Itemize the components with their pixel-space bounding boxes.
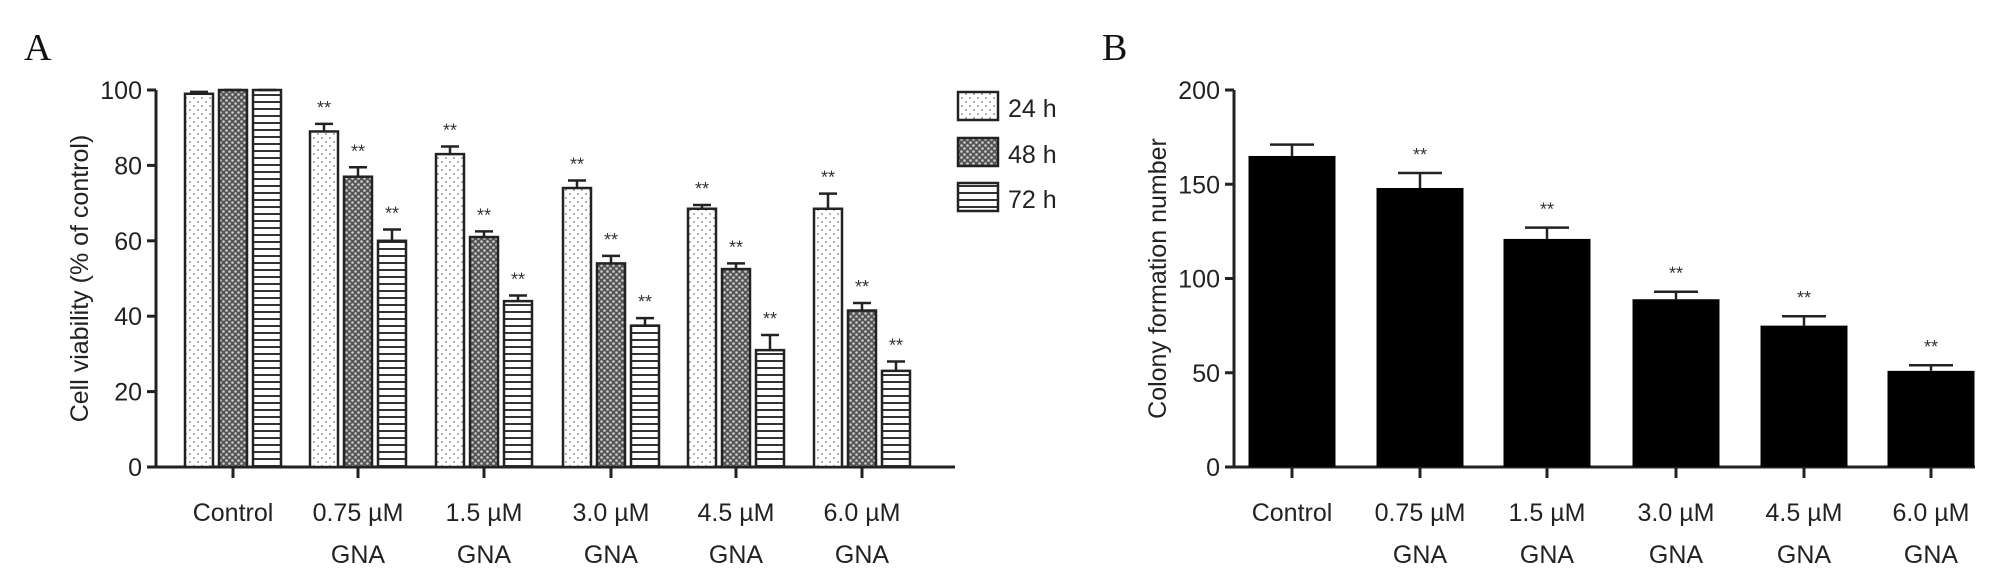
x-tick-label: 4.5 µM xyxy=(698,499,775,527)
x-tick-label: 0.75 µM xyxy=(1375,499,1466,527)
legend-label: 72 h xyxy=(1008,186,1057,214)
legend-label: 24 h xyxy=(1008,95,1057,123)
significance-marker: ** xyxy=(695,179,709,199)
bar xyxy=(561,186,593,469)
x-tick-label: Control xyxy=(193,499,274,527)
y-tick-label: 100 xyxy=(1178,266,1220,294)
significance-marker: ** xyxy=(855,277,869,297)
significance-marker: ** xyxy=(1540,200,1554,220)
chart-a: 0 20 40 60 80 100 Control 0.75 µM GNA 1.5 µM GNA 3.… xyxy=(66,77,1057,569)
panel-label-b: B xyxy=(1102,27,1127,69)
y-tick-label: 40 xyxy=(114,303,142,331)
chart-b: 0 50 100 150 200 Control 0.75 µM GNA 1.5 µM GNA 3.… xyxy=(1144,77,1975,569)
significance-marker: ** xyxy=(604,230,618,250)
y-axis-label: Colony formation number xyxy=(1144,138,1172,419)
x-tick-label: GNA xyxy=(1777,541,1832,569)
x-tick-label: 3.0 µM xyxy=(1638,499,1715,527)
x-tick-label: 0.75 µM xyxy=(313,499,404,527)
x-tick-label: 1.5 µM xyxy=(446,499,523,527)
bar xyxy=(754,348,786,469)
bar xyxy=(468,235,500,469)
significance-marker: ** xyxy=(763,309,777,329)
bar xyxy=(720,267,752,469)
x-tick-label: GNA xyxy=(835,541,890,569)
legend-label: 48 h xyxy=(1008,141,1057,169)
bar xyxy=(1248,155,1336,467)
x-tick-label: 6.0 µM xyxy=(1893,499,1970,527)
y-tick-label: 150 xyxy=(1178,171,1220,199)
panel-label-a: A xyxy=(24,27,52,69)
significance-marker: ** xyxy=(317,98,331,118)
bar xyxy=(686,207,718,469)
x-tick-label: GNA xyxy=(457,541,512,569)
significance-marker: ** xyxy=(351,141,365,161)
significance-marker: ** xyxy=(1413,145,1427,165)
x-tick-label: 4.5 µM xyxy=(1766,499,1843,527)
y-tick-label: 0 xyxy=(1206,454,1220,482)
y-tick-label: 200 xyxy=(1178,77,1220,105)
significance-marker: ** xyxy=(821,168,835,188)
x-tick-label: GNA xyxy=(709,541,764,569)
y-tick-label: 80 xyxy=(114,152,142,180)
x-tick-label: GNA xyxy=(331,541,386,569)
bar xyxy=(308,130,340,469)
bar xyxy=(217,88,249,469)
significance-marker: ** xyxy=(1797,288,1811,308)
significance-marker: ** xyxy=(511,269,525,289)
y-tick-label: 50 xyxy=(1192,360,1220,388)
legend-swatch xyxy=(956,136,1000,168)
significance-marker: ** xyxy=(1669,264,1683,284)
bar xyxy=(846,309,878,469)
significance-marker: ** xyxy=(889,335,903,355)
bar xyxy=(1632,299,1720,467)
significance-marker: ** xyxy=(477,205,491,225)
significance-marker: ** xyxy=(443,121,457,141)
x-tick-label: GNA xyxy=(584,541,639,569)
significance-marker: ** xyxy=(1924,337,1938,357)
bar xyxy=(183,92,215,469)
significance-marker: ** xyxy=(729,237,743,257)
bar xyxy=(812,207,844,469)
significance-marker: ** xyxy=(570,154,584,174)
bar xyxy=(1887,370,1975,467)
bar xyxy=(1376,188,1464,467)
y-tick-label: 100 xyxy=(100,77,142,105)
x-tick-label: 1.5 µM xyxy=(1509,499,1586,527)
legend-swatch xyxy=(956,181,1000,213)
bar xyxy=(1503,238,1591,467)
bar xyxy=(251,88,283,469)
bar xyxy=(1760,325,1848,467)
significance-marker: ** xyxy=(385,203,399,223)
x-tick-label: 6.0 µM xyxy=(824,499,901,527)
x-tick-label: 3.0 µM xyxy=(573,499,650,527)
bar xyxy=(595,262,627,469)
y-axis-label: Cell viability (% of control) xyxy=(66,135,94,423)
y-tick-label: 20 xyxy=(114,379,142,407)
x-tick-label: GNA xyxy=(1904,541,1959,569)
y-tick-label: 60 xyxy=(114,228,142,256)
x-tick-label: GNA xyxy=(1520,541,1575,569)
bar xyxy=(376,239,408,469)
bar xyxy=(880,369,912,469)
x-tick-label: Control xyxy=(1252,499,1333,527)
bar xyxy=(629,324,661,469)
x-tick-label: GNA xyxy=(1649,541,1704,569)
y-tick-label: 0 xyxy=(128,454,142,482)
significance-marker: ** xyxy=(638,292,652,312)
legend-swatch xyxy=(956,90,1000,122)
bar xyxy=(434,152,466,469)
bar xyxy=(502,299,534,469)
bar xyxy=(342,175,374,469)
x-tick-label: GNA xyxy=(1393,541,1448,569)
